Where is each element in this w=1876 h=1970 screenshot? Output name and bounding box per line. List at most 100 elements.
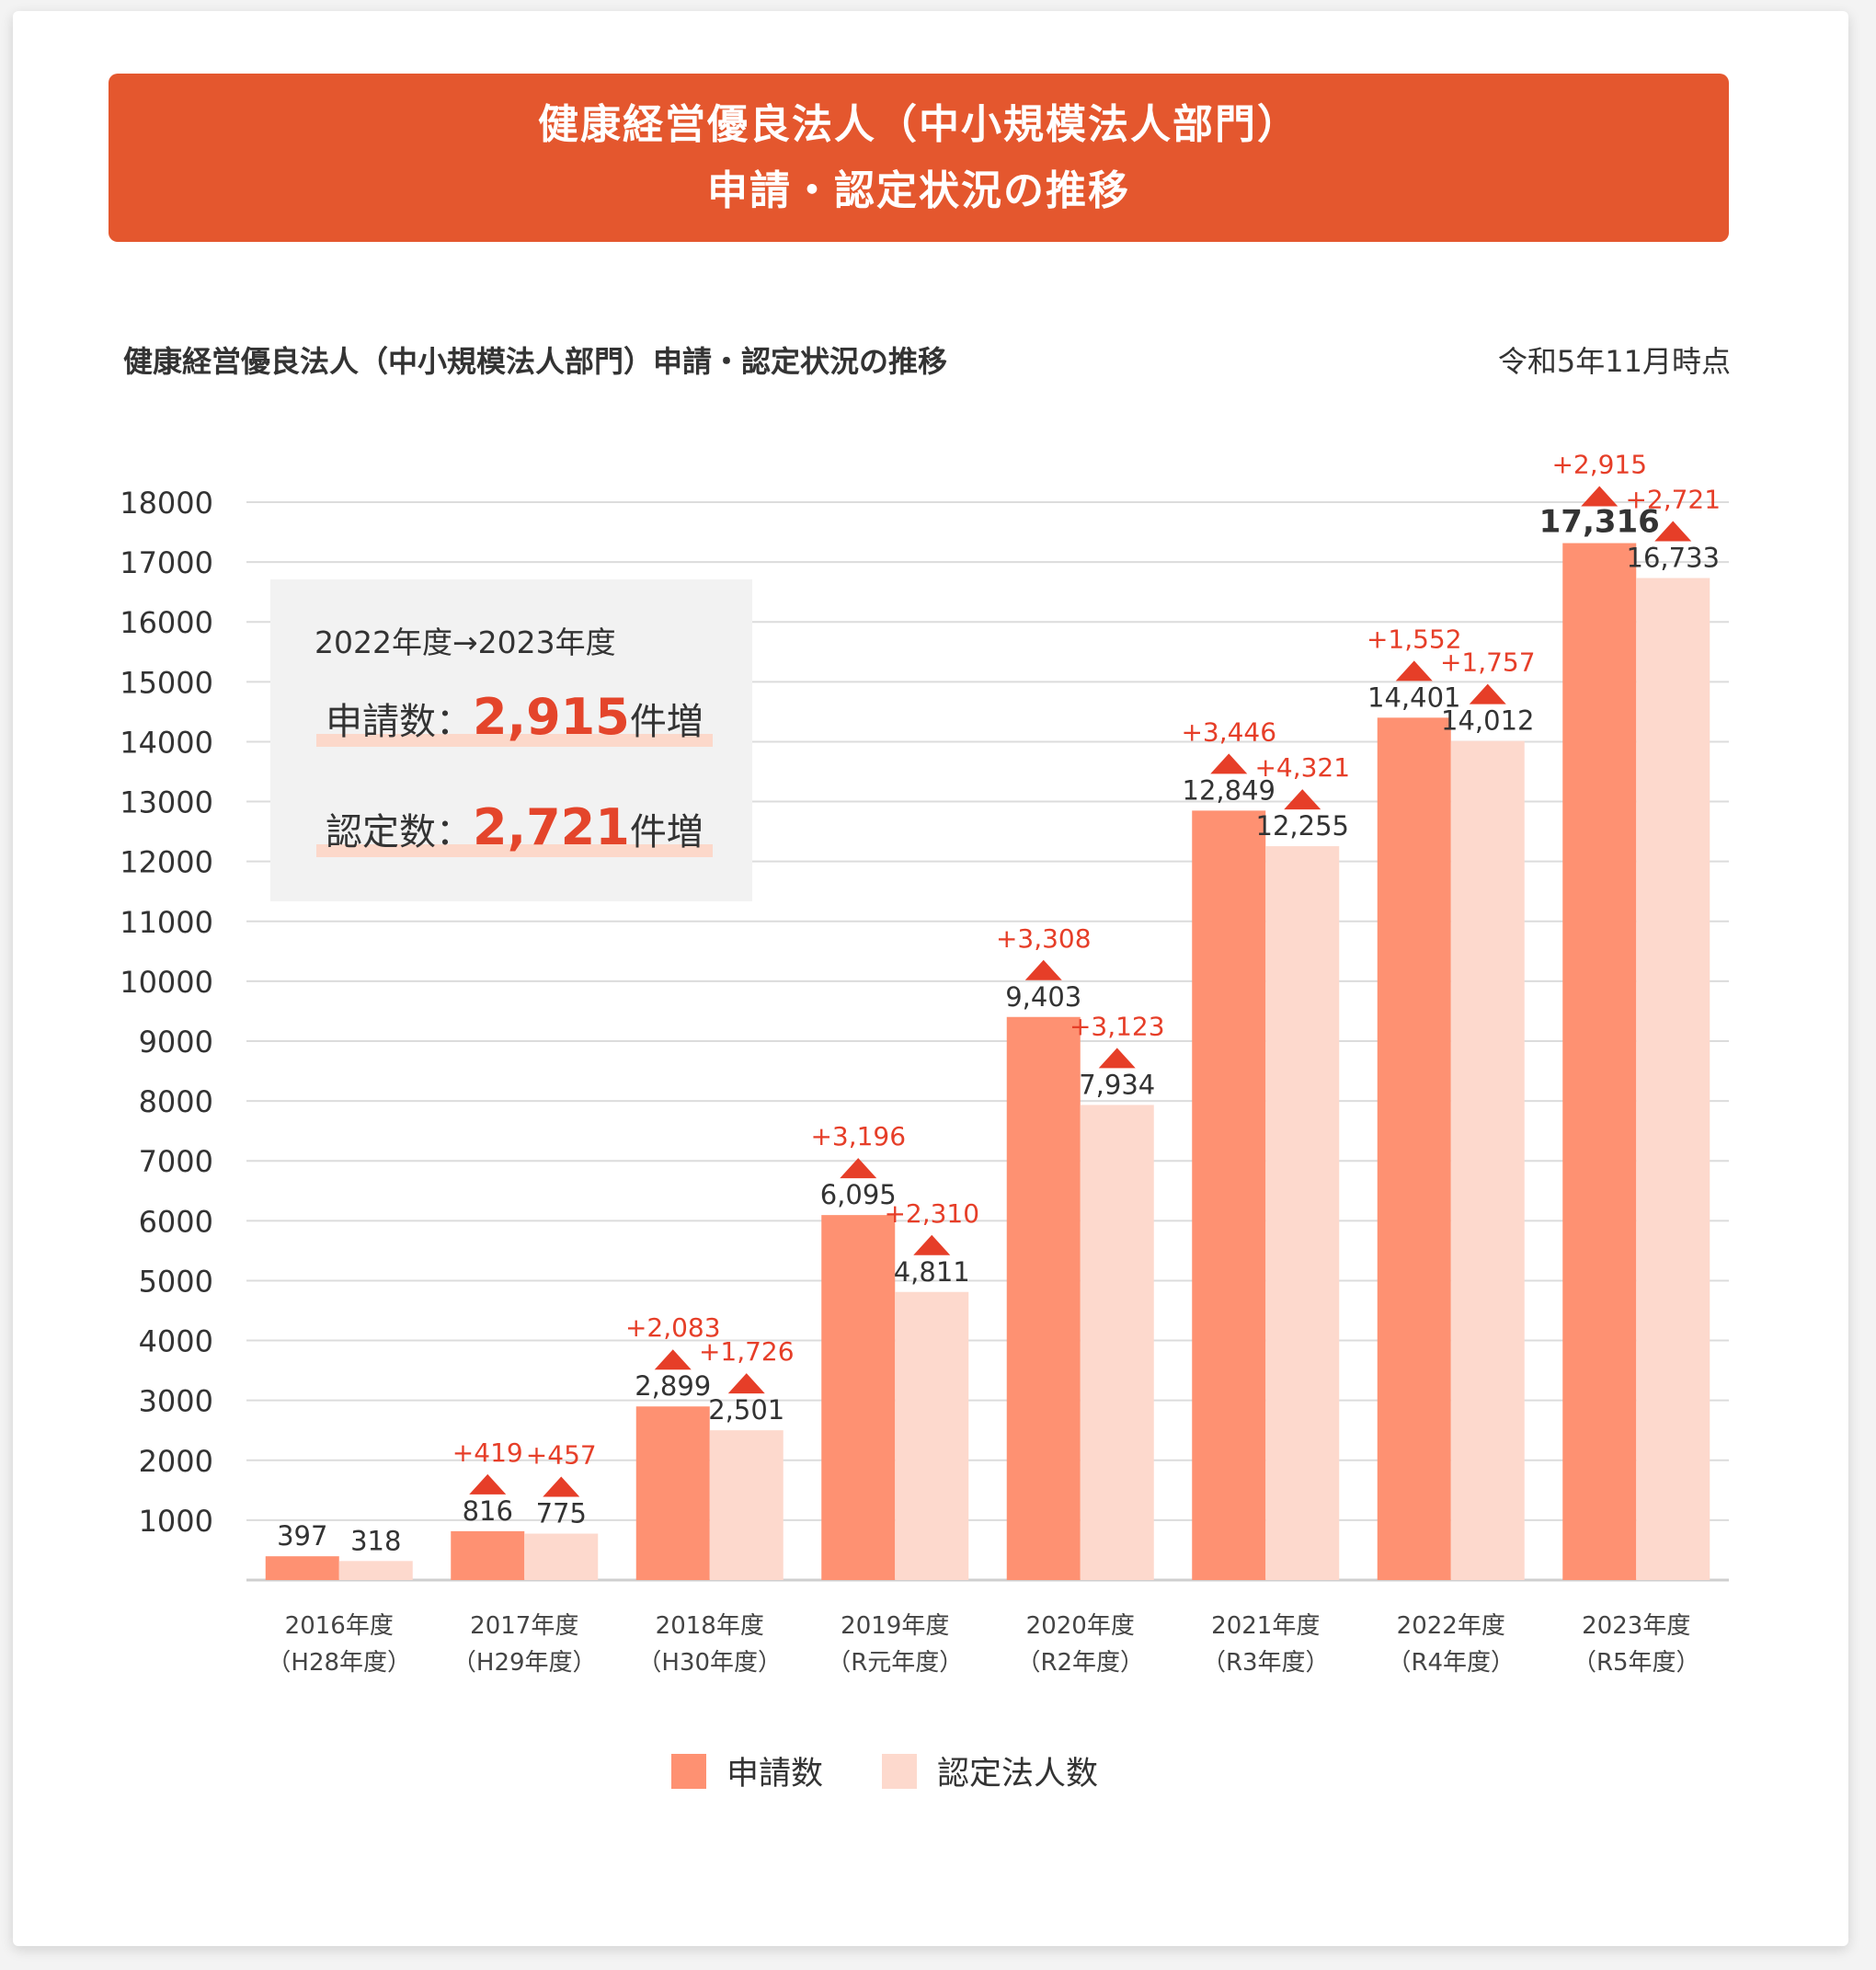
value-label-applications: 17,316 xyxy=(1539,504,1660,541)
increase-label-certified: +1,757 xyxy=(1440,647,1536,678)
bar-applications xyxy=(821,1215,896,1580)
y-tick-label: 1000 xyxy=(139,1504,213,1539)
value-label-applications: 397 xyxy=(277,1520,327,1552)
increase-arrow-icon xyxy=(543,1476,580,1497)
bar-certified xyxy=(524,1533,599,1580)
increase-label-applications: +3,446 xyxy=(1181,716,1276,747)
increase-arrow-icon xyxy=(1654,521,1692,542)
value-label-certified: 2,501 xyxy=(708,1394,784,1426)
legend-item-applications: 申請数 xyxy=(671,1747,823,1794)
x-tick-label: 2020年度 xyxy=(1026,1612,1135,1640)
summary-certified-value: 2,721 xyxy=(473,798,630,856)
bar-certified xyxy=(709,1430,784,1580)
increase-arrow-icon xyxy=(1024,959,1062,980)
x-tick-label: 2023年度 xyxy=(1582,1612,1690,1640)
increase-arrow-icon xyxy=(840,1158,877,1179)
value-label-applications: 6,095 xyxy=(820,1179,897,1210)
summary-certified: 認定数： 2,721 件増 xyxy=(316,798,713,857)
summary-period: 2022年度→2023年度 xyxy=(315,624,616,660)
x-tick-sublabel: （R4年度） xyxy=(1387,1649,1515,1677)
increase-label-applications: +2,915 xyxy=(1551,450,1647,480)
y-tick-label: 7000 xyxy=(139,1144,213,1179)
value-label-applications: 14,401 xyxy=(1367,681,1460,713)
y-tick-label: 12000 xyxy=(120,845,213,880)
summary-applications: 申請数： 2,915 件増 xyxy=(316,688,713,747)
summary-box: 2022年度→2023年度 申請数： 2,915 件増 認定数： 2,721 件… xyxy=(270,579,752,901)
value-label-certified: 14,012 xyxy=(1441,705,1534,737)
increase-label-certified: +457 xyxy=(526,1440,597,1471)
value-label-applications: 816 xyxy=(463,1495,513,1527)
increase-label-certified: +2,310 xyxy=(884,1198,979,1229)
x-tick-sublabel: （H28年度） xyxy=(267,1649,411,1677)
x-tick-label: 2016年度 xyxy=(285,1612,394,1640)
bar-applications xyxy=(451,1530,525,1580)
bar-applications xyxy=(1377,717,1451,1580)
increase-arrow-icon xyxy=(1395,660,1433,681)
as-of-date: 令和5年11月時点 xyxy=(1497,344,1731,379)
increase-arrow-icon xyxy=(1098,1048,1136,1069)
value-label-certified: 4,811 xyxy=(894,1256,970,1288)
increase-arrow-icon xyxy=(1210,753,1248,774)
increase-arrow-icon xyxy=(654,1349,692,1370)
y-tick-label: 8000 xyxy=(139,1084,213,1119)
bar-applications xyxy=(635,1406,710,1580)
x-tick-label: 2018年度 xyxy=(656,1612,764,1640)
value-label-certified: 318 xyxy=(350,1525,401,1556)
y-tick-label: 10000 xyxy=(120,965,213,1000)
value-label-applications: 2,899 xyxy=(635,1370,711,1402)
increase-label-applications: +3,196 xyxy=(810,1121,906,1151)
increase-label-applications: +419 xyxy=(452,1437,523,1468)
summary-applications-label: 申請数： xyxy=(326,701,473,743)
value-label-certified: 775 xyxy=(536,1498,587,1529)
increase-label-applications: +1,552 xyxy=(1367,624,1462,654)
increase-arrow-icon xyxy=(1469,683,1506,704)
x-tick-sublabel: （R5年度） xyxy=(1573,1649,1700,1677)
value-label-certified: 12,255 xyxy=(1256,810,1349,842)
increase-label-certified: +4,321 xyxy=(1254,752,1350,783)
bar-certified xyxy=(1450,740,1525,1580)
y-tick-label: 13000 xyxy=(120,785,213,820)
summary-certified-unit: 件増 xyxy=(629,811,704,853)
banner-title-line1: 健康経営優良法人（中小規模法人部門） xyxy=(538,100,1299,148)
bar-certified xyxy=(1265,846,1340,1580)
x-tick-label: 2022年度 xyxy=(1397,1612,1505,1640)
banner-title-line2: 申請・認定状況の推移 xyxy=(707,166,1130,214)
increase-label-applications: +2,083 xyxy=(625,1312,721,1343)
y-tick-label: 4000 xyxy=(139,1324,213,1359)
chart-title: 健康経営優良法人（中小規模法人部門）申請・認定状況の推移 xyxy=(123,344,948,379)
x-tick-sublabel: （H29年度） xyxy=(452,1649,597,1677)
increase-arrow-icon xyxy=(1284,789,1321,810)
bar-certified xyxy=(895,1291,969,1580)
y-tick-label: 16000 xyxy=(120,605,213,640)
bar-applications xyxy=(1006,1016,1081,1580)
bar-applications xyxy=(1192,810,1266,1580)
y-tick-label: 2000 xyxy=(139,1444,213,1479)
legend-item-certified: 認定法人数 xyxy=(882,1747,1098,1794)
increase-arrow-icon xyxy=(469,1473,507,1495)
y-tick-label: 9000 xyxy=(139,1025,213,1059)
value-label-certified: 7,934 xyxy=(1079,1069,1155,1100)
x-tick-sublabel: （R3年度） xyxy=(1202,1649,1330,1677)
legend-label-applications: 申請数 xyxy=(726,1756,824,1792)
y-tick-label: 17000 xyxy=(120,545,213,580)
y-tick-label: 3000 xyxy=(139,1384,213,1419)
bar-applications xyxy=(265,1556,339,1580)
increase-arrow-icon xyxy=(913,1234,951,1255)
value-label-applications: 12,849 xyxy=(1183,774,1275,806)
increase-label-applications: +3,308 xyxy=(996,923,1092,954)
increase-label-certified: +1,726 xyxy=(699,1336,795,1367)
bar-certified xyxy=(1080,1105,1154,1580)
x-tick-label: 2021年度 xyxy=(1211,1612,1320,1640)
x-tick-sublabel: （R2年度） xyxy=(1016,1649,1144,1677)
bar-applications xyxy=(1562,543,1637,1580)
bar-certified xyxy=(338,1561,413,1580)
title-banner: 健康経営優良法人（中小規模法人部門） 申請・認定状況の推移 xyxy=(109,74,1729,242)
x-tick-sublabel: （R元年度） xyxy=(827,1649,963,1677)
bar-certified xyxy=(1636,578,1710,1580)
x-tick-sublabel: （H30年度） xyxy=(637,1649,782,1677)
y-tick-label: 18000 xyxy=(120,486,213,521)
bar-chart: 1000 2000 3000 4000 5000 6000 7000 8000 9000 1000… xyxy=(120,450,1729,1677)
increase-arrow-icon xyxy=(1581,486,1619,507)
legend-label-certified: 認定法人数 xyxy=(937,1756,1099,1792)
legend-swatch-applications xyxy=(671,1753,706,1789)
